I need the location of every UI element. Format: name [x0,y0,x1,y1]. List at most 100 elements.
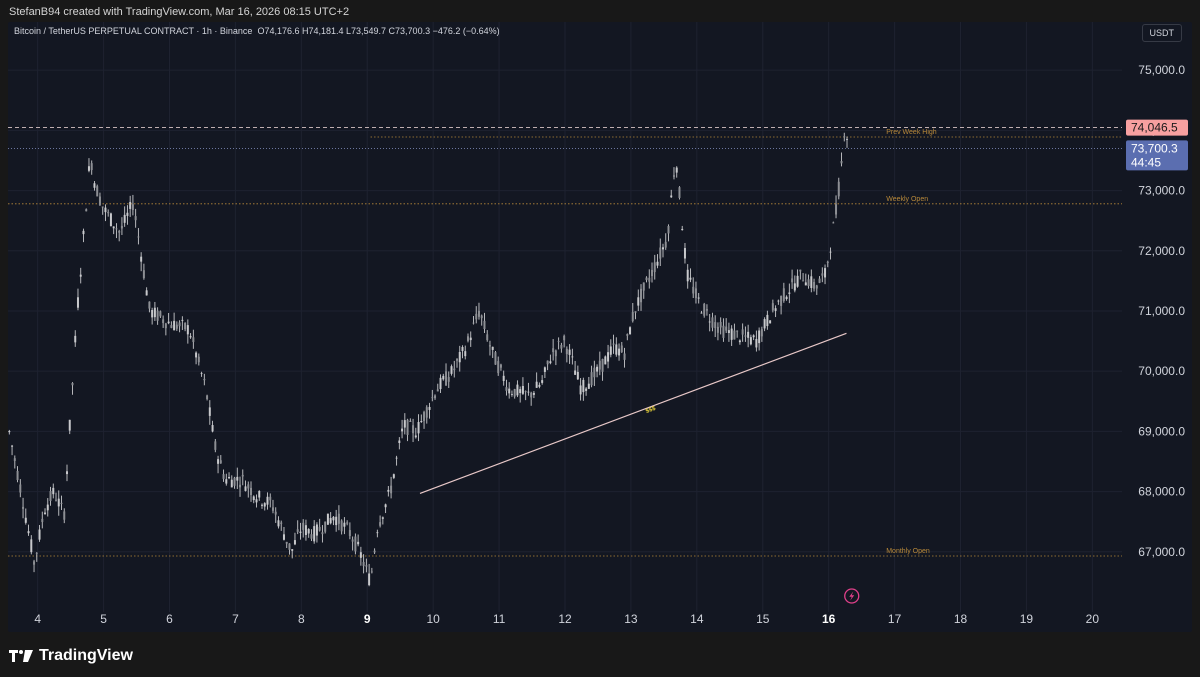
candle-body [744,335,747,337]
candle-body [140,256,143,262]
candle-body [799,269,802,272]
trendline[interactable]: $$$ [419,332,847,494]
level-label: Prev Week High [886,129,937,136]
candle-body [499,364,502,368]
candle-body [681,228,684,231]
candle-body [252,496,255,501]
candle-body [530,392,533,398]
candle-body [398,440,401,444]
candle-body [423,412,426,422]
candle-body [277,520,280,527]
candle-body [428,406,431,410]
candle-body [76,297,79,308]
trendline-line[interactable] [419,332,847,494]
tradingview-logo[interactable]: TradingView [9,646,133,666]
candle-body [326,513,329,525]
candle-body [118,230,121,233]
candle-body [442,375,445,380]
candle-body [541,380,544,383]
price-scale[interactable]: 67,000.0 68,000.0 69,000.0 70,000.0 71,000.0… [8,63,1188,626]
candle-body [664,241,667,248]
candle-body [450,366,453,374]
x-tick-label: 7 [232,612,239,626]
candle-body [554,350,557,357]
publish-credit: StefanB94 created with TradingView.com, … [9,6,350,18]
candle-body [60,502,63,504]
candle-body [142,270,145,279]
candle-body [195,352,198,358]
candle-body [49,491,52,501]
last-price-label: 73,700.3 [1131,141,1178,155]
candle-body [807,279,810,287]
candle-body [826,261,829,263]
x-tick-label: 19 [1020,612,1034,626]
candle-body [571,356,574,358]
candle-body [535,381,538,388]
candle-body [771,303,774,311]
candle-body [384,504,387,508]
candle-body [263,503,266,507]
candle-body [593,367,596,378]
candle-body [434,395,437,399]
candle-body [170,325,173,328]
candle-body [648,277,651,282]
candle-body [225,479,228,484]
candle-body [370,571,373,573]
candles [8,132,849,587]
candle-body [727,330,730,334]
candle-body [719,321,722,328]
candle-body [255,499,258,503]
candle-body [348,530,351,536]
candle-body [793,283,796,291]
candle-body [738,340,741,343]
currency-button[interactable]: USDT [1141,24,1182,42]
candle-body [186,325,189,335]
candle-body [453,368,456,371]
candle-body [109,213,112,227]
candle-body [55,499,58,501]
candle-body [637,297,640,306]
x-tick-label: 11 [493,612,506,626]
candle-body [766,314,769,327]
candle-body [689,277,692,280]
candle-body [538,384,541,387]
candle-body [387,489,390,492]
candle-body [527,391,530,393]
candle-body [30,539,33,553]
chart-panel[interactable]: Prev Week High Weekly Open Monthly Open $$… [8,22,1192,632]
candle-body [788,292,791,294]
candle-body [346,522,349,524]
candle-body [804,282,807,286]
candle-body [461,347,464,351]
candle-body [357,541,360,545]
price-chart[interactable]: Prev Week High Weekly Open Monthly Open $$… [8,22,1192,632]
candle-body [623,353,626,360]
candle-body [672,175,675,177]
candle-body [516,384,519,396]
candle-body [27,531,30,534]
candle-body [293,540,296,545]
candle-body [159,311,162,317]
x-tick-label: 5 [100,612,107,626]
candle-body [590,372,593,386]
candle-body [483,320,486,329]
trendline-label: $$$ [645,406,657,415]
candle-body [477,310,480,317]
candle-body [705,309,708,311]
candle-body [585,388,588,391]
candle-body [417,422,420,434]
candle-body [197,356,200,363]
candle-body [780,296,783,306]
tradingview-wordmark: TradingView [39,647,133,664]
event-marker-icon[interactable] [844,588,860,604]
candle-body [329,517,332,524]
candle-body [598,360,601,370]
candle-body [670,195,673,198]
candle-body [74,335,77,343]
candle-body [456,359,459,361]
candle-body [200,372,203,374]
candle-body [101,206,104,208]
candle-body [837,181,840,197]
candle-body [469,337,472,341]
candle-body [656,261,659,266]
